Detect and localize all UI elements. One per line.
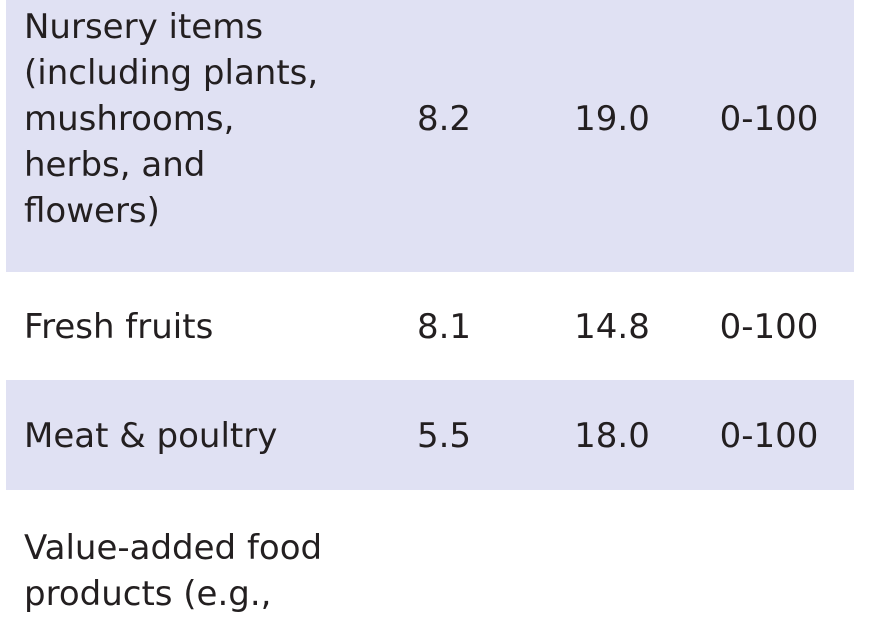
range-col: 0-100 bbox=[719, 99, 819, 139]
value-col-2: 19.0 bbox=[574, 99, 650, 139]
table-row: Meat & poultry 5.5 18.0 0-100 bbox=[6, 380, 854, 490]
value-col-2: 14.8 bbox=[574, 307, 650, 347]
range-col: 0-100 bbox=[719, 416, 819, 456]
table-row: Nursery items (including plants, mushroo… bbox=[6, 0, 854, 272]
row-label: Fresh fruits bbox=[24, 307, 214, 347]
row-label: Nursery items (including plants, mushroo… bbox=[24, 7, 319, 231]
value-col-1: 8.2 bbox=[416, 99, 472, 139]
value-col-1: 8.1 bbox=[416, 307, 472, 347]
row-label: Value-added food products (e.g., bbox=[24, 528, 323, 614]
table-row: Fresh fruits 8.1 14.8 0-100 bbox=[6, 272, 854, 380]
table-row: Value-added food products (e.g., bbox=[6, 490, 854, 630]
value-col-2: 18.0 bbox=[574, 416, 650, 456]
range-col: 0-100 bbox=[719, 307, 819, 347]
row-label: Meat & poultry bbox=[24, 416, 278, 456]
value-col-1: 5.5 bbox=[416, 416, 472, 456]
